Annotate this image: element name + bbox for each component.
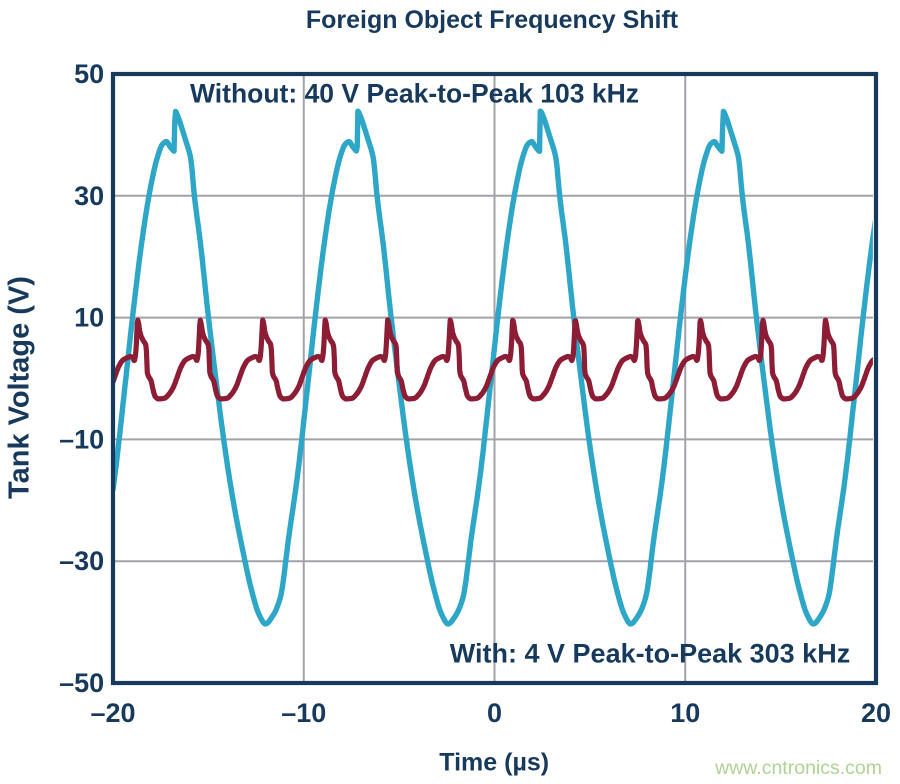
- svg-text:–10: –10: [281, 698, 326, 728]
- svg-text:10: 10: [670, 698, 700, 728]
- svg-text:Time (µs): Time (µs): [439, 749, 549, 777]
- svg-text:Foreign Object Frequency Shift: Foreign Object Frequency Shift: [306, 6, 679, 34]
- svg-text:–10: –10: [59, 424, 104, 454]
- svg-text:–20: –20: [90, 698, 135, 728]
- svg-text:www.cntronics.com: www.cntronics.com: [714, 757, 882, 779]
- svg-text:With: 4 V Peak-to-Peak 303 kHz: With: 4 V Peak-to-Peak 303 kHz: [450, 639, 850, 669]
- svg-text:–50: –50: [59, 668, 104, 698]
- svg-text:20: 20: [861, 698, 891, 728]
- svg-text:50: 50: [74, 59, 104, 89]
- svg-text:–30: –30: [59, 546, 104, 576]
- svg-text:0: 0: [487, 698, 502, 728]
- svg-text:30: 30: [74, 181, 104, 211]
- svg-text:Without: 40 V Peak-to-Peak 103: Without: 40 V Peak-to-Peak 103 kHz: [190, 79, 639, 109]
- svg-text:Tank Voltage (V): Tank Voltage (V): [4, 276, 36, 499]
- svg-text:10: 10: [74, 303, 104, 333]
